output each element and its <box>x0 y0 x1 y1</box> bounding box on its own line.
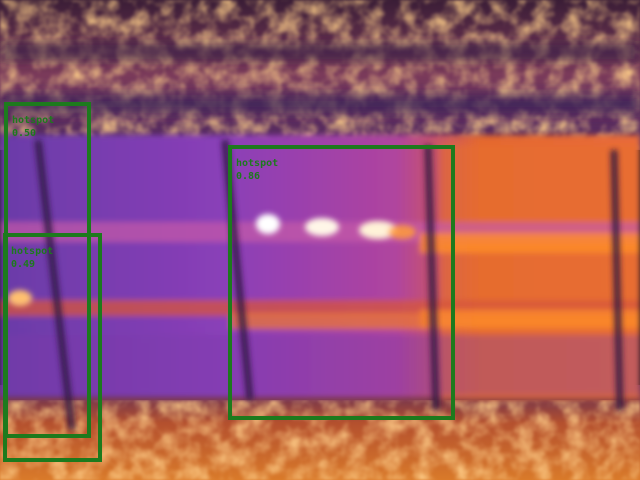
detection-class-2: hotspot <box>236 158 279 169</box>
detection-label-2: hotspot 0.86 <box>236 157 278 183</box>
detection-box-hotspot-3[interactable]: hotspot 0.49 <box>3 233 102 462</box>
detection-class-1: hotspot <box>12 115 55 126</box>
detection-label-1: hotspot 0.50 <box>12 114 54 140</box>
detection-score-2: 0.86 <box>236 171 261 182</box>
detection-class-3: hotspot <box>11 246 54 257</box>
detection-label-3: hotspot 0.49 <box>11 245 53 271</box>
detection-score-1: 0.50 <box>12 128 37 139</box>
detection-box-hotspot-2[interactable]: hotspot 0.86 <box>228 145 455 420</box>
detection-score-3: 0.49 <box>11 259 36 270</box>
